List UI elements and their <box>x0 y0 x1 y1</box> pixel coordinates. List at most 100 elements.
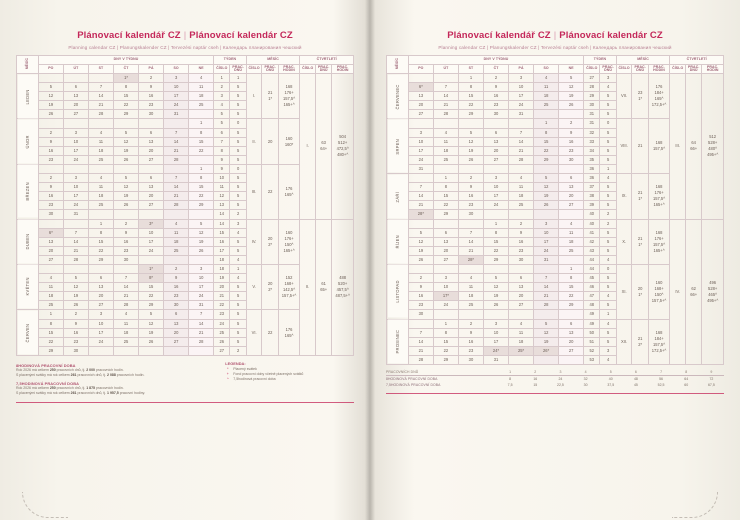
day-cell[interactable]: 6 <box>87 273 114 284</box>
day-cell[interactable]: 11 <box>558 227 585 238</box>
day-cell[interactable]: 6 <box>508 273 535 284</box>
day-cell[interactable]: 4 <box>188 72 215 84</box>
day-cell[interactable]: 24* <box>482 345 510 356</box>
day-cell[interactable]: 5 <box>112 173 140 184</box>
day-cell[interactable]: 12 <box>558 82 585 93</box>
day-cell[interactable]: 5 <box>62 273 89 284</box>
day-cell[interactable]: 10 <box>62 136 89 147</box>
day-cell[interactable]: 7 <box>188 309 215 320</box>
day-cell[interactable]: 12 <box>62 282 89 293</box>
day-cell[interactable]: 19 <box>37 100 64 111</box>
day-cell[interactable]: 24 <box>432 300 459 311</box>
day-cell[interactable]: 18 <box>508 191 535 202</box>
day-cell[interactable]: 28 <box>112 300 140 311</box>
day-cell[interactable]: 14 <box>407 191 434 202</box>
day-cell[interactable]: 10 <box>407 136 434 147</box>
day-cell[interactable]: 20 <box>482 145 510 156</box>
day-cell[interactable]: 5 <box>188 218 215 229</box>
day-cell[interactable]: 29 <box>482 254 510 265</box>
day-cell[interactable]: 17 <box>407 145 434 156</box>
day-cell[interactable]: 14 <box>163 182 190 193</box>
day-cell[interactable]: 16 <box>62 327 89 338</box>
day-cell[interactable]: 4 <box>457 273 484 284</box>
day-cell[interactable]: 26 <box>112 154 140 165</box>
day-cell[interactable]: 29 <box>432 354 459 366</box>
day-cell[interactable]: 17* <box>432 291 459 302</box>
day-cell[interactable]: 16 <box>508 236 535 247</box>
day-cell[interactable]: 25 <box>533 100 560 111</box>
day-cell[interactable]: 12 <box>112 136 140 147</box>
day-cell[interactable]: 22 <box>138 291 165 302</box>
day-cell[interactable]: 13 <box>558 182 585 193</box>
day-cell[interactable]: 3 <box>62 173 89 184</box>
day-cell[interactable]: 2 <box>62 309 89 320</box>
day-cell[interactable]: 20 <box>138 145 165 156</box>
day-cell[interactable]: 5 <box>138 309 165 320</box>
day-cell[interactable]: 23 <box>37 154 64 165</box>
day-cell[interactable]: 5 <box>482 273 510 284</box>
day-cell[interactable]: 4 <box>533 72 560 84</box>
day-cell[interactable]: 3 <box>163 72 190 84</box>
day-cell[interactable]: 21 <box>432 100 459 111</box>
day-cell[interactable]: 14 <box>188 318 215 329</box>
day-cell[interactable]: 17 <box>188 282 215 293</box>
day-cell[interactable]: 29 <box>188 200 215 211</box>
day-cell[interactable]: 15 <box>188 136 215 147</box>
day-cell[interactable]: 29 <box>138 300 165 311</box>
day-cell[interactable]: 22 <box>432 200 459 211</box>
day-cell[interactable]: 10 <box>482 327 510 338</box>
day-cell[interactable]: 23 <box>62 336 89 347</box>
day-cell[interactable]: 10 <box>188 273 215 284</box>
day-cell[interactable]: 6 <box>138 127 165 138</box>
day-cell[interactable]: 18 <box>87 145 114 156</box>
day-cell[interactable]: 18 <box>188 91 215 102</box>
day-cell[interactable]: 10 <box>432 282 459 293</box>
day-cell[interactable]: 24 <box>62 154 89 165</box>
day-cell[interactable]: 20 <box>37 245 64 256</box>
day-cell[interactable]: 11 <box>37 282 64 293</box>
day-cell[interactable]: 6 <box>558 173 585 184</box>
day-cell[interactable]: 26 <box>62 300 89 311</box>
day-cell[interactable]: 13 <box>62 91 89 102</box>
day-cell[interactable]: 5 <box>112 127 140 138</box>
day-cell[interactable]: 28 <box>87 109 114 120</box>
day-cell[interactable]: 5 <box>407 227 434 238</box>
day-cell[interactable]: 4 <box>112 309 140 320</box>
day-cell[interactable]: 23 <box>37 200 64 211</box>
day-cell[interactable]: 15 <box>87 236 114 247</box>
day-cell[interactable]: 30 <box>112 254 140 265</box>
day-cell[interactable]: 9 <box>62 318 89 329</box>
day-cell[interactable]: 16 <box>37 191 64 202</box>
day-cell[interactable]: 11 <box>508 182 535 193</box>
day-cell[interactable]: 7 <box>533 273 560 284</box>
day-cell[interactable]: 6* <box>37 227 64 238</box>
day-cell[interactable]: 10 <box>62 182 89 193</box>
day-cell[interactable]: 30 <box>457 354 484 366</box>
day-cell[interactable]: 20 <box>62 100 89 111</box>
day-cell[interactable]: 27 <box>407 109 434 120</box>
day-cell[interactable]: 13 <box>163 318 190 329</box>
day-cell[interactable]: 26 <box>138 336 165 347</box>
day-cell[interactable]: 19 <box>62 291 89 302</box>
day-cell[interactable]: 5 <box>37 82 64 93</box>
day-cell[interactable]: 29 <box>87 254 114 265</box>
day-cell[interactable]: 12 <box>533 182 560 193</box>
day-cell[interactable]: 10 <box>508 82 535 93</box>
day-cell[interactable]: 16 <box>457 191 484 202</box>
day-cell[interactable]: 4 <box>558 218 585 229</box>
day-cell[interactable]: 12 <box>482 282 510 293</box>
day-cell[interactable]: 7 <box>457 227 484 238</box>
day-cell[interactable]: 4 <box>87 127 114 138</box>
day-cell[interactable]: 4 <box>163 218 190 229</box>
day-cell[interactable]: 12 <box>188 227 215 238</box>
day-cell[interactable]: 20 <box>508 291 535 302</box>
day-cell[interactable]: 28 <box>407 354 434 366</box>
day-cell[interactable]: 25 <box>558 245 585 256</box>
day-cell[interactable]: 14 <box>432 91 459 102</box>
day-cell[interactable]: 31 <box>482 354 510 366</box>
day-cell[interactable]: 24 <box>138 245 165 256</box>
day-cell[interactable]: 31 <box>508 109 535 120</box>
day-cell[interactable]: 8 <box>37 318 64 329</box>
day-cell[interactable]: 19 <box>533 191 560 202</box>
day-cell[interactable]: 4 <box>508 318 535 329</box>
